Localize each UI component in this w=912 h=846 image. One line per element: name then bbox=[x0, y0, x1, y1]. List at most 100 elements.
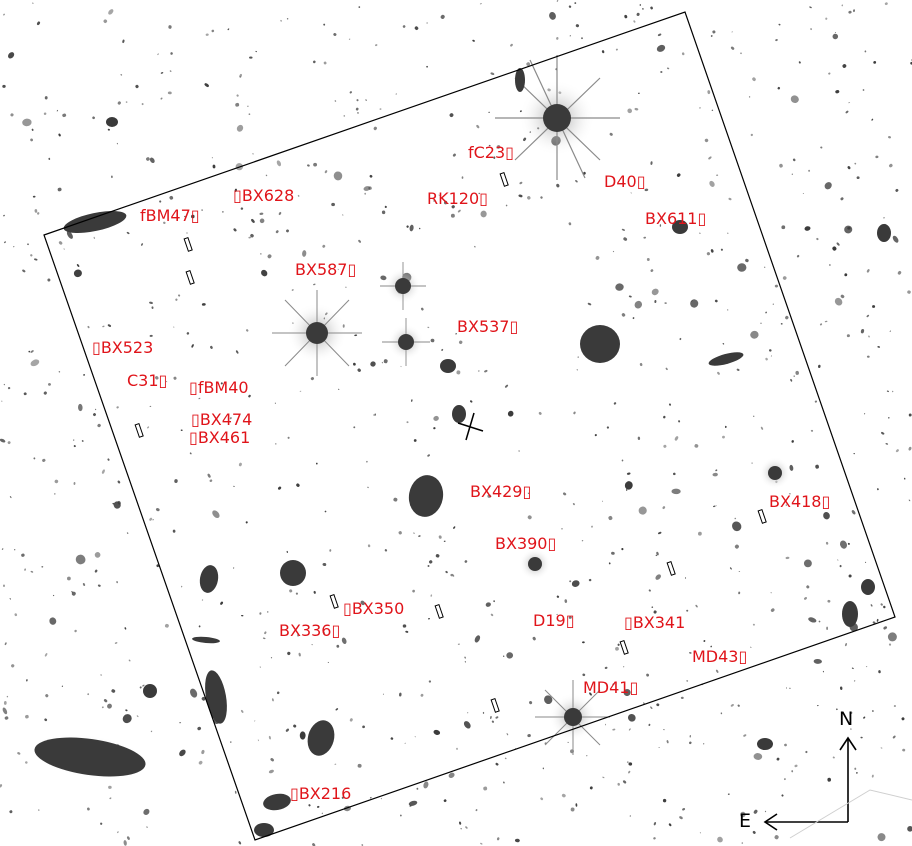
faint-source bbox=[529, 701, 533, 705]
faint-source bbox=[602, 500, 604, 503]
faint-source bbox=[174, 479, 178, 484]
faint-source bbox=[493, 156, 496, 160]
faint-source bbox=[236, 94, 239, 97]
faint-source bbox=[311, 643, 313, 646]
faint-source bbox=[247, 105, 249, 108]
faint-source bbox=[32, 195, 36, 198]
faint-source bbox=[659, 224, 662, 227]
faint-source bbox=[416, 787, 419, 790]
faint-source bbox=[362, 725, 365, 729]
faint-source bbox=[73, 445, 76, 448]
faint-source bbox=[271, 698, 274, 702]
faint-source bbox=[448, 772, 455, 778]
faint-source bbox=[367, 486, 369, 489]
faint-source bbox=[209, 479, 213, 482]
faint-source bbox=[651, 606, 654, 608]
faint-source bbox=[87, 325, 90, 329]
target-label-bx336: BX336▯ bbox=[279, 621, 341, 640]
faint-source bbox=[100, 674, 103, 676]
faint-source bbox=[832, 33, 839, 40]
faint-source bbox=[427, 564, 430, 568]
faint-source bbox=[834, 32, 837, 33]
faint-source bbox=[820, 146, 823, 149]
faint-source bbox=[507, 410, 514, 417]
faint-source bbox=[738, 591, 741, 595]
faint-source bbox=[57, 187, 62, 192]
target-label-md43: MD43▯ bbox=[692, 647, 748, 666]
faint-source bbox=[443, 799, 447, 803]
faint-source bbox=[315, 462, 318, 465]
faint-source bbox=[658, 747, 660, 749]
faint-source bbox=[289, 589, 293, 593]
faint-source bbox=[348, 38, 351, 40]
target-label-fbm40: ▯fBM40 bbox=[189, 378, 249, 397]
faint-source bbox=[881, 432, 885, 435]
faint-source bbox=[400, 814, 402, 817]
faint-source bbox=[73, 269, 82, 278]
compass-north-label: N bbox=[839, 708, 854, 730]
faint-source bbox=[94, 552, 101, 558]
faint-source bbox=[464, 560, 468, 563]
faint-source bbox=[605, 723, 607, 726]
faint-source bbox=[567, 741, 569, 743]
faint-source bbox=[810, 429, 814, 432]
faint-source bbox=[3, 214, 5, 217]
faint-source bbox=[568, 222, 572, 226]
faint-source bbox=[42, 458, 46, 462]
faint-source bbox=[734, 544, 739, 549]
faint-source bbox=[740, 811, 746, 818]
faint-source bbox=[160, 97, 163, 100]
faint-source bbox=[841, 4, 844, 7]
faint-source bbox=[254, 720, 256, 722]
faint-source bbox=[321, 812, 323, 815]
faint-source bbox=[568, 616, 572, 619]
faint-source bbox=[493, 600, 495, 603]
faint-source bbox=[157, 53, 159, 56]
faint-source bbox=[901, 717, 905, 721]
faint-source bbox=[648, 723, 651, 727]
faint-source bbox=[251, 218, 255, 223]
faint-source bbox=[626, 472, 631, 475]
faint-source bbox=[2, 84, 6, 88]
faint-source bbox=[227, 28, 230, 31]
faint-source bbox=[107, 128, 111, 131]
faint-source bbox=[405, 630, 409, 633]
faint-source bbox=[902, 748, 906, 752]
faint-source bbox=[853, 9, 855, 13]
faint-source bbox=[49, 617, 57, 625]
faint-source bbox=[451, 205, 455, 209]
faint-source bbox=[897, 270, 902, 275]
faint-source bbox=[235, 350, 239, 354]
faint-source bbox=[239, 73, 242, 78]
faint-source bbox=[712, 30, 716, 34]
faint-source bbox=[255, 50, 258, 53]
faint-source bbox=[234, 790, 237, 794]
faint-source bbox=[876, 618, 879, 622]
faint-source bbox=[877, 488, 879, 491]
faint-source bbox=[750, 646, 752, 648]
faint-source bbox=[793, 375, 795, 377]
faint-source bbox=[287, 651, 291, 656]
faint-source bbox=[107, 458, 110, 461]
faint-source bbox=[569, 35, 571, 37]
faint-source bbox=[764, 266, 766, 268]
faint-source bbox=[556, 183, 560, 188]
faint-source bbox=[889, 163, 893, 168]
faint-source bbox=[832, 756, 835, 759]
faint-source bbox=[54, 479, 59, 484]
faint-source bbox=[457, 643, 460, 645]
faint-source bbox=[353, 426, 356, 429]
faint-source bbox=[374, 44, 378, 47]
faint-source bbox=[249, 56, 253, 59]
faint-source bbox=[854, 767, 857, 770]
field-center-cross bbox=[457, 412, 484, 441]
faint-source bbox=[100, 822, 103, 825]
faint-source bbox=[160, 72, 164, 74]
faint-source bbox=[30, 570, 34, 573]
faint-source bbox=[11, 664, 15, 668]
faint-source bbox=[107, 703, 112, 709]
faint-source bbox=[790, 95, 799, 103]
faint-source bbox=[595, 255, 600, 260]
faint-source bbox=[796, 254, 800, 258]
faint-source bbox=[76, 263, 80, 268]
